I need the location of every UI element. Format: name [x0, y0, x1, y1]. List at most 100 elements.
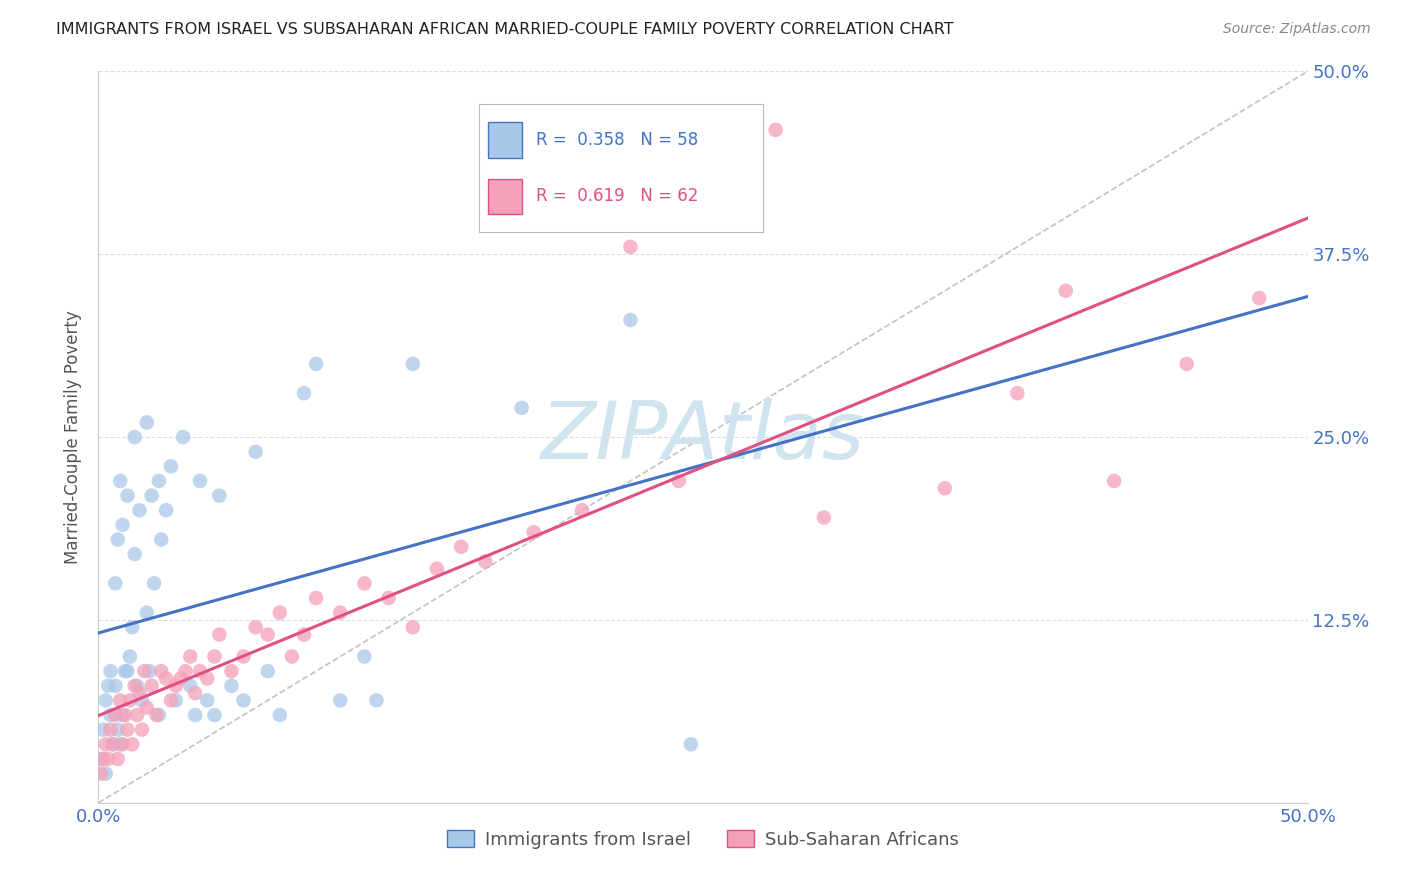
Point — [353, 576, 375, 591]
Point — [208, 627, 231, 641]
Point — [141, 489, 163, 503]
Point — [160, 459, 183, 474]
Text: Source: ZipAtlas.com: Source: ZipAtlas.com — [1223, 22, 1371, 37]
Point — [292, 627, 315, 641]
Point — [510, 401, 533, 415]
Point — [124, 430, 146, 444]
Point — [118, 649, 141, 664]
Point — [329, 606, 352, 620]
Point — [108, 737, 131, 751]
Point — [90, 752, 112, 766]
Point — [934, 481, 956, 495]
Point — [111, 708, 134, 723]
Point — [160, 693, 183, 707]
Point — [150, 533, 173, 547]
Point — [305, 357, 328, 371]
Point — [91, 752, 114, 766]
Point — [195, 693, 218, 707]
Point — [134, 664, 156, 678]
Point — [117, 664, 139, 678]
Text: ZIPAtlas: ZIPAtlas — [541, 398, 865, 476]
Point — [184, 686, 207, 700]
Point — [329, 693, 352, 707]
Point — [135, 606, 157, 620]
Point — [523, 525, 546, 540]
Point — [221, 664, 243, 678]
Point — [100, 723, 122, 737]
Point — [97, 679, 120, 693]
Point — [474, 554, 496, 568]
Point — [179, 679, 201, 693]
Point — [1249, 291, 1271, 305]
Point — [131, 693, 153, 707]
Point — [100, 664, 122, 678]
Point — [165, 693, 187, 707]
Point — [131, 723, 153, 737]
Point — [179, 649, 201, 664]
Point — [245, 444, 267, 458]
Point — [121, 737, 143, 751]
Point — [127, 679, 149, 693]
Point — [765, 123, 787, 137]
Point — [204, 708, 226, 723]
Point — [221, 679, 243, 693]
Point — [813, 510, 835, 524]
Point — [366, 693, 388, 707]
Point — [402, 620, 425, 634]
Point — [143, 576, 166, 591]
Point — [117, 489, 139, 503]
Point — [269, 708, 291, 723]
Point — [94, 693, 117, 707]
Point — [204, 649, 226, 664]
Point — [668, 474, 690, 488]
Point — [114, 708, 136, 723]
Point — [127, 708, 149, 723]
Point — [114, 664, 136, 678]
Point — [184, 708, 207, 723]
Point — [121, 620, 143, 634]
Point — [679, 737, 702, 751]
Point — [108, 474, 131, 488]
Point — [232, 649, 254, 664]
Point — [716, 123, 738, 137]
Point — [145, 708, 167, 723]
Point — [426, 562, 449, 576]
Point — [188, 474, 211, 488]
Point — [101, 737, 124, 751]
Point — [104, 708, 127, 723]
Legend: Immigrants from Israel, Sub-Saharan Africans: Immigrants from Israel, Sub-Saharan Afri… — [440, 822, 966, 856]
Point — [107, 723, 129, 737]
Point — [172, 430, 194, 444]
Point — [232, 693, 254, 707]
Point — [128, 503, 150, 517]
Point — [269, 606, 291, 620]
Point — [571, 503, 593, 517]
Point — [281, 649, 304, 664]
Point — [104, 679, 127, 693]
Point — [104, 576, 127, 591]
Point — [155, 503, 177, 517]
Point — [188, 664, 211, 678]
Point — [111, 517, 134, 532]
Point — [450, 540, 472, 554]
Point — [90, 766, 112, 780]
Point — [619, 240, 641, 254]
Point — [141, 679, 163, 693]
Point — [94, 737, 117, 751]
Point — [124, 547, 146, 561]
Point — [353, 649, 375, 664]
Point — [124, 679, 146, 693]
Point — [107, 752, 129, 766]
Point — [97, 752, 120, 766]
Point — [1007, 386, 1029, 401]
Point — [619, 313, 641, 327]
Point — [155, 672, 177, 686]
Point — [174, 664, 197, 678]
Point — [118, 693, 141, 707]
Point — [138, 664, 160, 678]
Point — [195, 672, 218, 686]
Point — [1102, 474, 1125, 488]
Point — [292, 386, 315, 401]
Point — [94, 766, 117, 780]
Point — [107, 533, 129, 547]
